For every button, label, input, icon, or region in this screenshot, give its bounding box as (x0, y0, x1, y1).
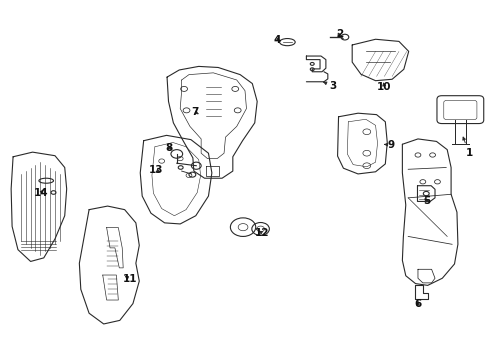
Text: 4: 4 (274, 35, 281, 45)
Text: 13: 13 (149, 165, 164, 175)
Text: 12: 12 (255, 228, 270, 238)
Text: 14: 14 (34, 188, 49, 198)
Text: 3: 3 (323, 81, 336, 91)
Text: 9: 9 (385, 140, 395, 150)
Text: 1: 1 (463, 137, 473, 158)
Text: 6: 6 (415, 299, 421, 309)
Text: 7: 7 (192, 107, 199, 117)
Text: 8: 8 (166, 143, 173, 153)
Text: 10: 10 (377, 82, 392, 92)
Text: 5: 5 (423, 197, 430, 206)
Text: 2: 2 (336, 28, 343, 39)
Text: 11: 11 (123, 274, 138, 284)
